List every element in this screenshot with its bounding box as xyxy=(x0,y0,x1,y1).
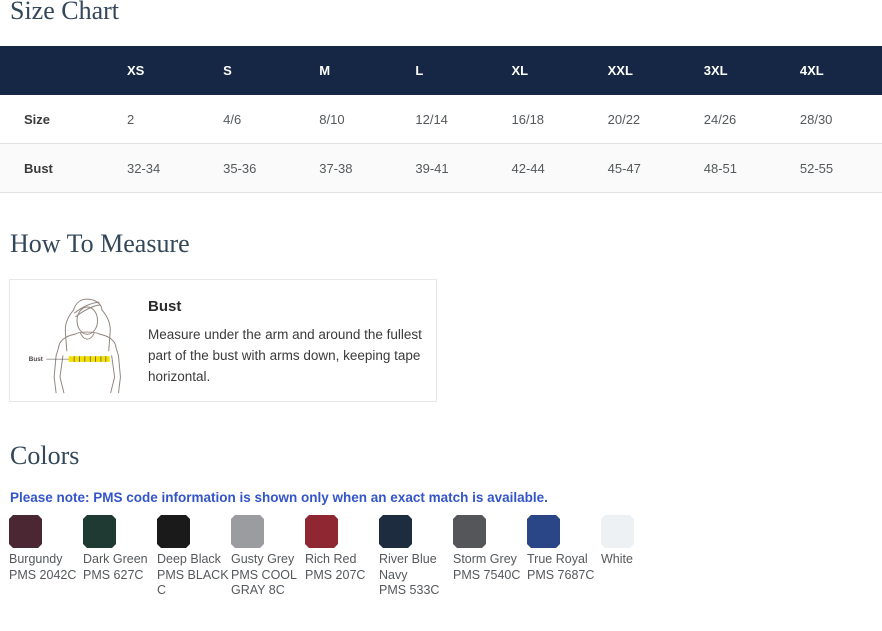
svg-text:Bust: Bust xyxy=(29,356,44,363)
